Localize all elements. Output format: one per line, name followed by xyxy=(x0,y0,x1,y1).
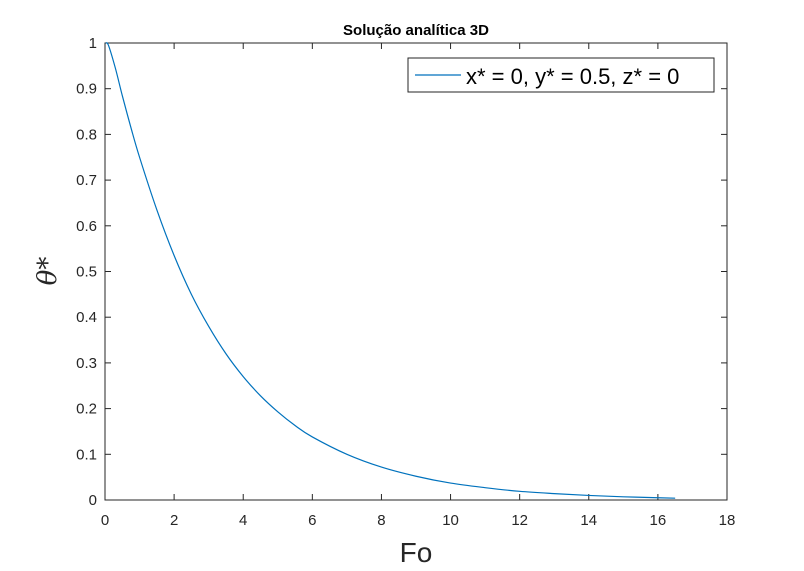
x-tick-label: 16 xyxy=(650,512,667,529)
x-tick-label: 8 xyxy=(377,512,385,529)
axes-area xyxy=(104,42,728,501)
x-tick-label: 0 xyxy=(101,512,109,529)
legend: x* = 0, y* = 0.5, z* = 0 xyxy=(407,57,715,93)
chart-title: Solução analítica 3D xyxy=(343,22,489,39)
axes-frame xyxy=(104,42,728,501)
y-tick-label: 0.5 xyxy=(76,264,97,281)
y-tick-label: 0.7 xyxy=(76,172,97,189)
x-tick-label: 6 xyxy=(308,512,316,529)
y-tick-label: 1 xyxy=(89,35,97,52)
y-tick-label: 0.2 xyxy=(76,401,97,418)
x-tick-label: 14 xyxy=(580,512,597,529)
y-tick-label: 0.3 xyxy=(76,355,97,372)
x-axis-label: Fo xyxy=(400,537,433,568)
series-line xyxy=(105,42,676,499)
y-tick-label: 0.6 xyxy=(76,218,97,235)
plot-series-area xyxy=(105,42,676,499)
y-tick-label: 0 xyxy=(89,492,97,509)
y-tick-label: 0.8 xyxy=(76,126,97,143)
x-tick-label: 4 xyxy=(239,512,247,529)
y-tick-label: 0.1 xyxy=(76,446,97,463)
y-axis-label: θ* xyxy=(33,257,63,286)
x-tick-label: 12 xyxy=(511,512,528,529)
x-tick-label: 10 xyxy=(442,512,459,529)
legend-series-label: x* = 0, y* = 0.5, z* = 0 xyxy=(466,64,679,89)
x-tick-label: 18 xyxy=(719,512,736,529)
x-tick-label: 2 xyxy=(170,512,178,529)
y-tick-label: 0.4 xyxy=(76,309,97,326)
y-tick-label: 0.9 xyxy=(76,81,97,98)
